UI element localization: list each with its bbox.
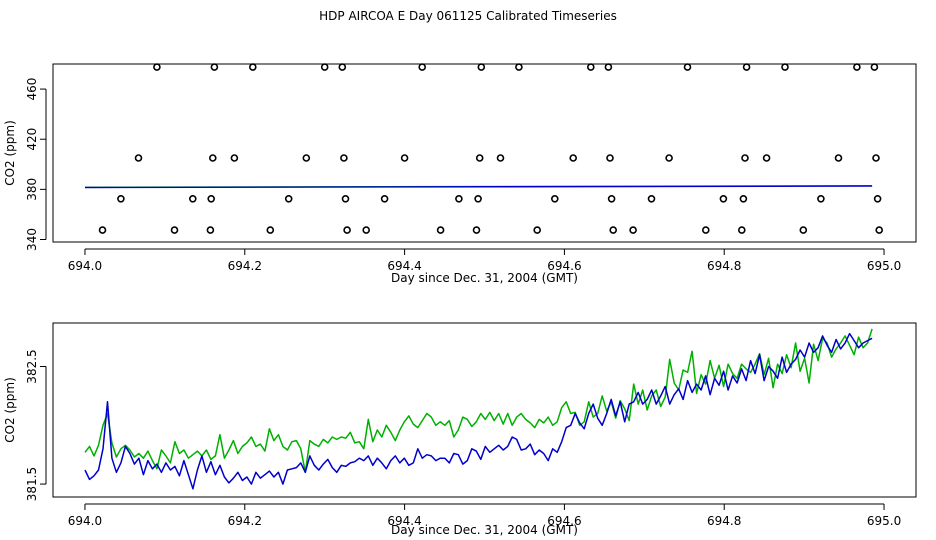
x-tick-label: 694.4 [387,259,421,273]
scatter-point [98,226,107,234]
scatter-point [362,226,371,234]
scatter-point [533,226,542,234]
scatter-point [701,226,710,234]
scatter-point [870,63,879,71]
plot-frame [52,63,917,243]
scatter-point [210,63,219,71]
y-axis-title: CO2 (ppm) [3,120,17,186]
scatter-point [741,154,749,162]
bottom-line-panel: 694.0 694.2 694.4 694.6 694.8 695.0 Day since … [3,322,917,537]
scatter-point [853,63,861,71]
scatter-point [170,226,179,234]
blue-series-line [84,332,873,490]
scatter-point [817,195,825,203]
scatter-point [477,63,486,71]
scatter-point [609,226,618,234]
y-tick-label: 382.5 [25,349,39,383]
y-tick-label: 420 [25,128,39,151]
scatter-point [629,226,637,234]
scatter-point [343,226,351,234]
scatter-point [515,63,523,71]
scatter-point [875,226,884,234]
scatter-point [472,226,481,234]
scatter-point [230,154,239,162]
scatter-point [496,154,505,162]
scatter-point [117,195,125,203]
y-tick-label: 380 [25,178,39,201]
scatter-point [302,154,311,162]
x-tick-label: 694.6 [547,514,581,528]
x-tick-label: 694.8 [707,259,741,273]
scatter-point [834,154,843,162]
scatter-point [418,63,427,71]
scatter-point [873,195,882,203]
scatter-point [189,195,197,203]
scatter-point [206,226,215,234]
x-tick-label: 694.0 [68,514,102,528]
x-tick-label: 694.2 [228,514,262,528]
scatter-point [320,63,329,71]
scatter-point [781,63,789,71]
y-axis-title: CO2 (ppm) [3,377,17,443]
scatter-point [341,195,350,203]
scatter-point [284,195,293,203]
scatter-point [647,195,656,203]
x-tick-label: 695.0 [867,514,901,528]
scatter-point [380,195,389,203]
green-series-line [84,328,873,474]
y-tick-label: 340 [25,228,39,251]
x-tick-label: 694.8 [707,514,741,528]
x-axis-title: Day since Dec. 31, 2004 (GMT) [391,523,578,537]
near-constant-series-line [84,185,873,189]
scatter-point [665,154,673,162]
scatter-point [436,226,445,234]
scatter-point [739,195,748,203]
scatter-point [207,195,215,203]
scatter-point [249,63,257,71]
x-tick-label: 695.0 [867,259,901,273]
scatter-point [550,195,559,203]
scatter-point [762,154,771,162]
scatter-point [474,195,482,203]
scatter-point [340,154,348,162]
x-tick-label: 694.0 [68,259,102,273]
chart-title: HDP AIRCOA E Day 061125 Calibrated Times… [319,9,617,23]
scatter-point [742,63,751,71]
scatter-point [799,226,808,234]
x-axis-title: Day since Dec. 31, 2004 (GMT) [391,271,578,285]
plot-frame [52,322,917,498]
scatter-point [475,154,484,162]
scatter-point [569,154,578,162]
scatter-point [209,154,217,162]
y-tick-label: 381.5 [25,467,39,501]
scatter-point [153,63,161,71]
scatter-point [719,195,728,203]
scatter-point [400,154,409,162]
scatter-point [586,63,595,71]
x-tick-label: 694.4 [387,514,421,528]
top-scatter-panel: 694.0 694.2 694.4 694.6 694.8 695.0 Day since … [3,63,917,285]
scatter-point [737,226,746,234]
scatter-point [455,195,463,203]
scatter-point [266,226,275,234]
scatter-point [606,154,614,162]
y-tick-label: 460 [25,78,39,101]
scatter-point [604,63,613,71]
scatter-point [872,154,880,162]
scatter-point [134,154,143,162]
x-tick-label: 694.2 [228,259,262,273]
scatter-point [607,195,616,203]
x-tick-label: 694.6 [547,259,581,273]
scatter-point [683,63,692,71]
scatter-point [338,63,347,71]
